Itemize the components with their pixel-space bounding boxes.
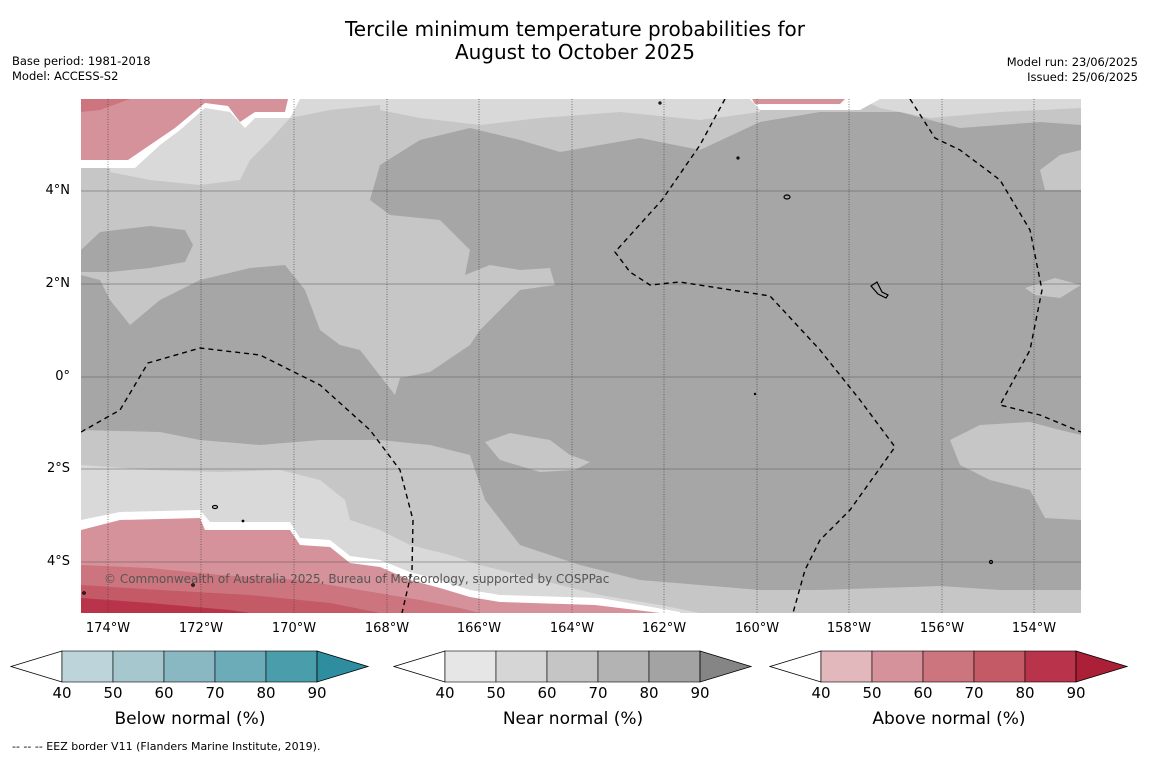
cb-above-tick: 40 — [811, 684, 831, 702]
longitude-gridlines — [107, 99, 1035, 613]
copyright-notice: © Commonwealth of Australia 2025, Bureau… — [104, 572, 610, 586]
base-period: Base period: 1981-2018 — [12, 54, 151, 68]
colorbar-segment — [444, 650, 497, 683]
title-line-2: August to October 2025 — [454, 40, 696, 64]
colorbar-above-normal-label: Above normal (%) — [872, 709, 1026, 729]
lat-label-4n: 4°N — [45, 183, 71, 198]
near-normal-60-70-patch-ne — [1040, 150, 1081, 190]
above-normal-50-60-region-nw — [81, 99, 288, 160]
lat-label-equator: 0° — [55, 369, 70, 384]
issued-date: Issued: 25/06/2025 — [1027, 70, 1138, 84]
eez-footnote: -- -- -- EEZ border V11 (Flanders Marine… — [12, 740, 321, 753]
colorbar-segment — [265, 650, 318, 683]
colorbar-under-arrow — [769, 650, 822, 683]
cb-above-tick: 90 — [1066, 684, 1086, 702]
near-normal-50-60-region-ne — [860, 99, 1081, 118]
cb-above-tick: 70 — [964, 684, 984, 702]
lon-label-166w: 166°W — [456, 621, 502, 636]
colorbar-under-arrow — [10, 650, 63, 683]
cb-below-tick: 70 — [205, 684, 225, 702]
lon-label-158w: 158°W — [826, 621, 872, 636]
cb-below-tick: 50 — [103, 684, 123, 702]
near-normal-70-80-patch-west — [81, 226, 193, 272]
colorbar-near-normal-label: Near normal (%) — [502, 709, 644, 729]
cb-above-tick: 60 — [913, 684, 933, 702]
colorbar-under-arrow — [393, 650, 446, 683]
near-normal-60-70-patch-e — [1025, 278, 1081, 298]
cb-near-tick: 90 — [690, 684, 710, 702]
above-normal-80-90-region-south — [81, 598, 250, 613]
lon-label-156w: 156°W — [919, 621, 965, 636]
colorbar-over-arrow — [699, 650, 753, 683]
colorbar-segment — [163, 650, 216, 683]
eez-borders — [81, 99, 1081, 613]
colorbar-segment — [820, 650, 873, 683]
lon-label-164w: 164°W — [549, 621, 595, 636]
near-normal-60-70-patch-central — [485, 433, 590, 472]
lon-label-174w: 174°W — [85, 621, 131, 636]
title-line-1: Tercile minimum temperature probabilitie… — [344, 17, 806, 41]
above-normal-60-70-region-nw — [81, 99, 130, 112]
cb-below-tick: 90 — [307, 684, 327, 702]
colorbar-segment — [973, 650, 1026, 683]
cb-near-tick: 70 — [588, 684, 608, 702]
colorbar-segment — [1024, 650, 1077, 683]
lon-label-172w: 172°W — [178, 621, 224, 636]
colorbar-segment — [214, 650, 267, 683]
near-normal-60-70-region-north — [81, 99, 1081, 395]
lon-label-170w: 170°W — [271, 621, 317, 636]
colorbar-segment — [546, 650, 599, 683]
islands — [82, 101, 994, 595]
meta-right: Model run: 23/06/2025 Issued: 25/06/2025 — [1007, 55, 1138, 85]
map-title: Tercile minimum temperature probabilitie… — [0, 18, 1150, 64]
lon-label-154w: 154°W — [1011, 621, 1057, 636]
meta-left: Base period: 1981-2018 Model: ACCESS-S2 — [12, 54, 151, 84]
colorbar-below-normal-label: Below normal (%) — [114, 709, 266, 729]
colorbar-segment — [597, 650, 650, 683]
near-normal-60-70-patch-east — [950, 422, 1081, 520]
lon-label-160w: 160°W — [734, 621, 780, 636]
cb-above-tick: 80 — [1015, 684, 1035, 702]
lon-label-162w: 162°W — [641, 621, 687, 636]
near-normal-50-60-region-top — [380, 99, 760, 125]
colorbar-segment — [112, 650, 165, 683]
cb-below-tick: 60 — [154, 684, 174, 702]
lat-label-4s: 4°S — [46, 554, 70, 569]
colorbar-segment — [61, 650, 114, 683]
cb-near-tick: 40 — [435, 684, 455, 702]
colorbar-over-arrow — [1075, 650, 1129, 683]
near-normal-60-70-tongue — [290, 230, 365, 270]
colorbar-near-normal — [393, 650, 753, 683]
colorbar-segment — [495, 650, 548, 683]
cb-above-tick: 50 — [862, 684, 882, 702]
cb-below-tick: 80 — [256, 684, 276, 702]
probability-map — [81, 99, 1081, 613]
lat-label-2s: 2°S — [46, 461, 70, 476]
colorbar-segment — [648, 650, 701, 683]
model-name: Model: ACCESS-S2 — [12, 69, 119, 83]
cb-below-tick: 40 — [52, 684, 72, 702]
cb-near-tick: 50 — [486, 684, 506, 702]
above-normal-50-60-sliver-north — [752, 99, 845, 104]
lat-label-2n: 2°N — [45, 276, 71, 291]
colorbar-over-arrow — [316, 650, 370, 683]
cb-near-tick: 60 — [537, 684, 557, 702]
cb-near-tick: 80 — [639, 684, 659, 702]
colorbar-below-normal — [10, 650, 370, 683]
latitude-gridlines — [81, 190, 1081, 563]
colorbar-segment — [871, 650, 924, 683]
model-run: Model run: 23/06/2025 — [1006, 55, 1138, 69]
lon-label-168w: 168°W — [364, 621, 410, 636]
colorbar-segment — [922, 650, 975, 683]
colorbar-above-normal — [769, 650, 1129, 683]
